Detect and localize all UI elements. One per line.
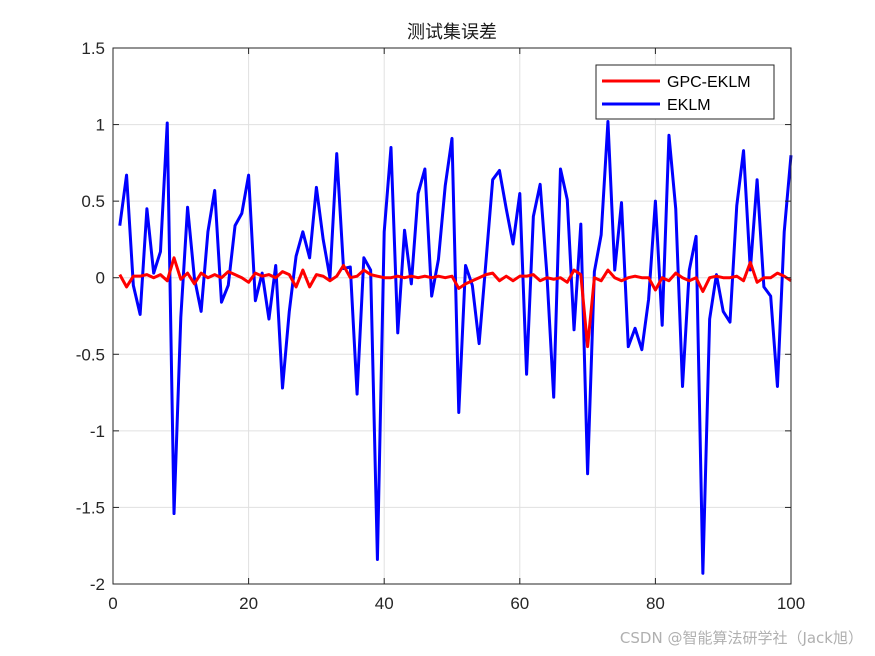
series-line-gpc-eklm [118,256,792,349]
x-tick-label: 100 [777,594,805,613]
y-tick-label: -0.5 [76,345,105,364]
plot-frame [112,47,792,585]
x-tick-label: 20 [239,594,258,613]
y-tick-label: 0.5 [81,192,105,211]
chart-title: 测试集误差 [407,22,497,43]
y-tick-label: 1 [96,116,105,135]
legend-label-eklm: EKLM [667,97,711,114]
plot-area [113,48,791,584]
watermark: CSDN @智能算法研学社（Jack旭） [619,629,863,647]
x-tick-label: 0 [108,594,117,613]
legend: GPC-EKLM EKLM [595,64,775,120]
x-tick-label: 60 [510,594,529,613]
y-tick-label: -1 [90,422,105,441]
series-line-eklm [118,120,793,575]
y-tick-label: 0 [96,269,105,288]
legend-box [595,64,775,120]
y-tick-label: 1.5 [81,39,105,58]
y-tick-label: -1.5 [76,498,105,517]
series-lines [118,120,793,575]
x-tick-label: 80 [646,594,665,613]
legend-label-gpc-eklm: GPC-EKLM [667,74,751,91]
axis-ticks: 0 20 40 60 80 100 -2 -1.5 -1 -0.5 0 0.5 1 1.5 [76,39,805,613]
y-tick-label: -2 [90,575,105,594]
x-tick-label: 40 [375,594,394,613]
